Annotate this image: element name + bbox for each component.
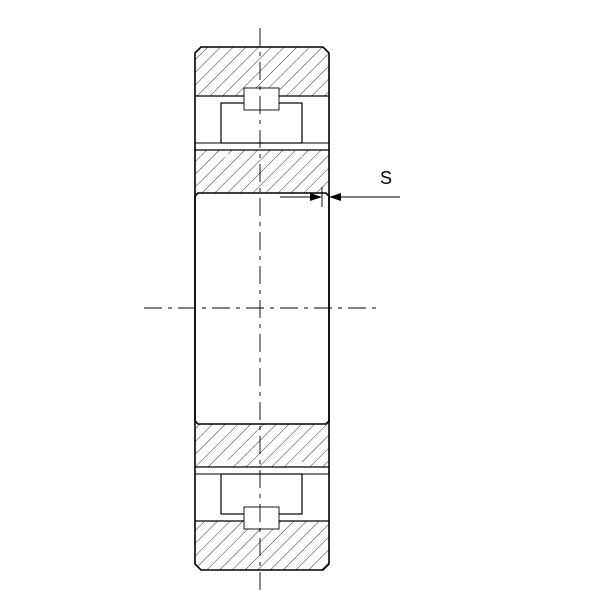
relief-notch-tl bbox=[221, 150, 228, 157]
dim-s-label: S bbox=[380, 168, 392, 188]
cage-top bbox=[244, 88, 279, 110]
relief-notch-bl bbox=[221, 460, 228, 467]
relief-notch-tr bbox=[295, 150, 302, 157]
relief-notch-br bbox=[295, 460, 302, 467]
cage-bottom bbox=[244, 507, 279, 529]
